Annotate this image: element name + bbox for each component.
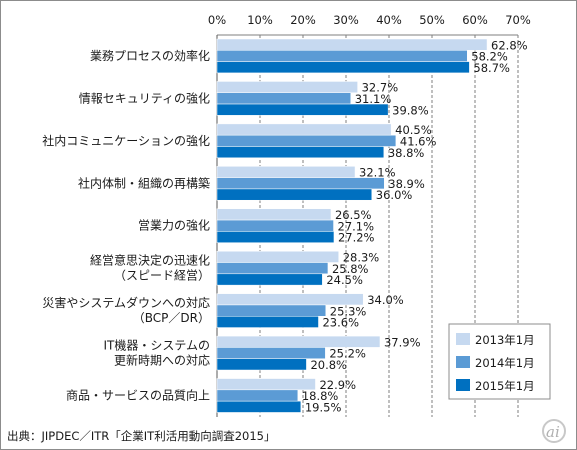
bar	[216, 81, 358, 93]
source-note: 出典：JIPDEC／ITR「企業IT利活用動向調査2015」	[7, 429, 276, 443]
x-tick-label: 40%	[376, 13, 402, 27]
category-label: IT機器・システムの	[103, 338, 210, 353]
legend-label: 2015年1月	[475, 379, 535, 393]
bar	[216, 316, 319, 328]
data-label: 38.8%	[388, 146, 425, 160]
bar	[216, 208, 332, 221]
category-label: 業務プロセスの効率化	[90, 48, 210, 63]
x-tick-label: 50%	[419, 13, 445, 27]
x-tick-label: 70%	[505, 13, 531, 27]
legend-swatch	[456, 356, 470, 368]
data-label: 34.0%	[367, 293, 404, 307]
bar	[216, 134, 397, 147]
category-label: 営業力の強化	[138, 219, 210, 233]
category-label: 災害やシステムダウンへの対応	[42, 295, 210, 310]
bar	[216, 92, 351, 105]
data-label: 31.1%	[355, 92, 392, 106]
legend-swatch	[456, 333, 470, 345]
category-label: 更新時期への対応	[114, 353, 210, 368]
bar	[216, 38, 488, 51]
data-label: 40.5%	[395, 123, 432, 137]
bar	[216, 123, 392, 136]
bar	[216, 293, 364, 306]
svg-text:ai: ai	[546, 423, 560, 441]
data-label: 25.8%	[332, 262, 369, 276]
legend-label: 2014年1月	[475, 356, 535, 370]
bar	[216, 400, 302, 413]
bar	[216, 146, 385, 159]
bar	[216, 262, 329, 275]
data-label: 26.5%	[335, 208, 372, 222]
bar	[216, 335, 381, 348]
data-label: 25.3%	[330, 304, 367, 318]
data-label: 37.9%	[384, 335, 421, 349]
bar	[216, 231, 335, 243]
legend-label: 2013年1月	[475, 333, 535, 347]
bar	[216, 177, 385, 190]
x-tick-label: 10%	[247, 13, 273, 27]
data-label: 25.2%	[329, 347, 366, 361]
x-tick-label: 20%	[290, 13, 316, 27]
bar	[216, 103, 389, 116]
data-label: 18.8%	[302, 389, 339, 403]
bar	[216, 250, 339, 263]
data-label: 38.9%	[388, 177, 425, 191]
bar	[216, 358, 307, 371]
data-label: 20.8%	[310, 358, 347, 372]
category-label: （スピード経営）	[114, 269, 210, 283]
data-label: 27.1%	[338, 219, 375, 233]
bar	[216, 188, 373, 201]
data-label: 22.9%	[319, 378, 356, 392]
ai-logo-icon: ai	[540, 418, 570, 444]
data-label: 39.8%	[392, 103, 429, 117]
data-label: 41.6%	[400, 134, 437, 148]
category-label: 情報セキュリティの強化	[79, 91, 210, 105]
category-label: 商品・サービスの品質向上	[66, 388, 210, 403]
bar	[216, 378, 316, 391]
bar	[216, 219, 334, 232]
data-label: 24.5%	[326, 273, 363, 287]
category-label: （BCP／DR）	[133, 311, 210, 325]
data-label: 58.7%	[473, 61, 510, 75]
data-label: 58.2%	[471, 50, 508, 64]
x-tick-label: 0%	[208, 13, 226, 27]
legend-swatch	[456, 379, 470, 391]
bar	[216, 50, 468, 62]
bar	[216, 273, 323, 286]
bar	[216, 389, 299, 402]
data-label: 32.1%	[359, 166, 396, 180]
x-tick-label: 30%	[333, 13, 359, 27]
data-label: 32.7%	[362, 81, 399, 95]
data-label: 62.8%	[491, 38, 528, 52]
data-label: 23.6%	[322, 316, 359, 330]
data-label: 27.2%	[338, 231, 375, 245]
data-label: 36.0%	[376, 188, 413, 202]
data-label: 19.5%	[305, 400, 342, 414]
category-label: 社内コミュニケーションの強化	[42, 133, 210, 148]
bar	[216, 166, 356, 178]
bar	[216, 304, 327, 317]
category-label: 経営意思決定の迅速化	[90, 253, 210, 268]
category-label: 社内体制・組織の再構築	[78, 175, 210, 190]
x-tick-label: 60%	[462, 13, 488, 27]
data-label: 28.3%	[343, 251, 380, 265]
bar	[216, 61, 470, 74]
bar	[216, 347, 326, 359]
